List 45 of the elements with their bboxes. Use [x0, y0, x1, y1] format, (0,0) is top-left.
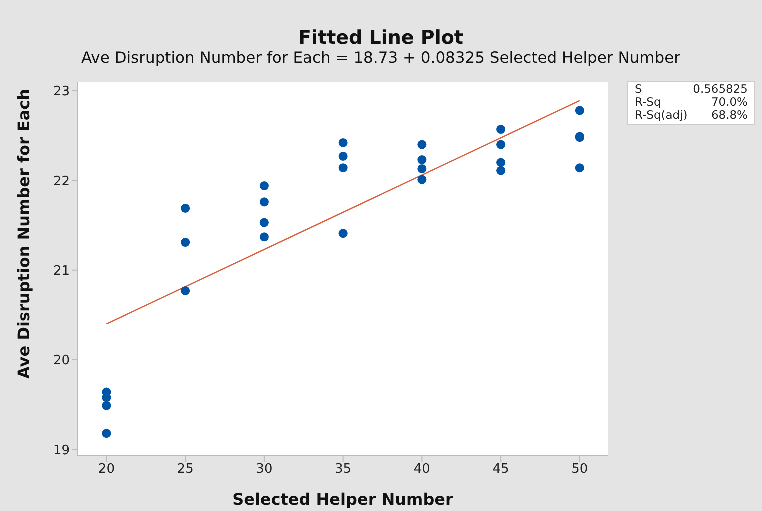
point [496, 158, 506, 168]
point [260, 182, 269, 191]
y-tick-label: 21 [53, 264, 70, 279]
point [260, 218, 269, 228]
x-tick-label: 20 [98, 462, 115, 478]
point [260, 198, 269, 207]
x-tick-label: 25 [177, 462, 194, 478]
x-tick-label: 35 [335, 462, 352, 478]
y-tick-label: 22 [53, 174, 70, 190]
x-tick-label: 30 [256, 462, 273, 478]
point [181, 286, 190, 296]
chart-subtitle: Ave Disruption Number for Each = 18.73 + 0.08325 Selected Helper Number [80, 49, 682, 67]
point [575, 106, 584, 116]
text: 68.8% [711, 108, 748, 122]
text: R-Sq [635, 95, 662, 109]
point [418, 156, 427, 165]
point [102, 429, 112, 438]
point [102, 401, 112, 410]
point [496, 125, 506, 134]
point [418, 140, 427, 150]
text: R-Sq(adj) [635, 108, 688, 122]
text: 0.565825 [693, 82, 748, 96]
point [496, 140, 506, 150]
x-tick-label: 45 [492, 462, 510, 478]
point [575, 164, 584, 173]
point [418, 164, 427, 174]
point [338, 164, 348, 173]
y-tick-label: 23 [53, 84, 70, 100]
point [181, 238, 190, 248]
chart-title: Fitted Line Plot [298, 27, 464, 49]
point [338, 138, 348, 148]
x-tick-label: 40 [414, 462, 430, 478]
text: S [635, 82, 642, 96]
point [260, 232, 269, 242]
point [338, 152, 348, 161]
point [418, 175, 427, 184]
y-axis-title: Ave Disruption Number for Each [14, 88, 34, 379]
point [181, 204, 190, 213]
point [496, 166, 506, 176]
text: 70.0% [711, 95, 748, 109]
x-axis-title: Selected Helper Number [232, 490, 454, 509]
x-tick-label: 50 [572, 462, 588, 478]
y-tick-label: 19 [53, 443, 70, 458]
point [338, 229, 348, 238]
y-tick-label: 20 [53, 354, 70, 369]
